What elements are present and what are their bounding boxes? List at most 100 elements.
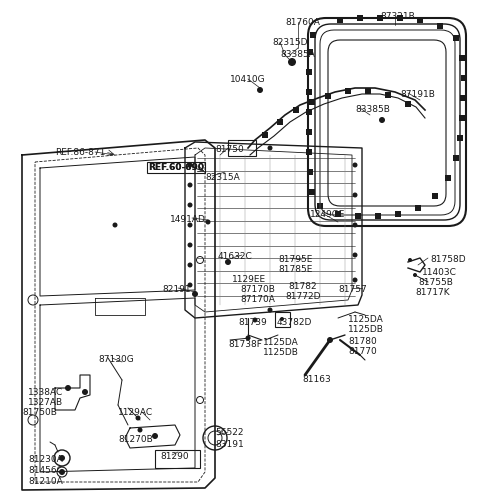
Circle shape — [352, 193, 358, 198]
Circle shape — [152, 433, 158, 439]
Text: 1249GE: 1249GE — [310, 210, 346, 219]
Text: 82191: 82191 — [162, 285, 191, 294]
Text: 1125DA: 1125DA — [263, 338, 299, 347]
Circle shape — [280, 317, 284, 321]
Circle shape — [352, 222, 358, 227]
Bar — [306, 69, 312, 75]
Text: 81758D: 81758D — [430, 255, 466, 264]
Bar — [325, 93, 331, 99]
Text: 81210A: 81210A — [28, 477, 63, 486]
Circle shape — [112, 222, 118, 227]
Text: 83385A: 83385A — [280, 50, 315, 59]
Circle shape — [267, 145, 273, 150]
Circle shape — [352, 253, 358, 258]
Text: REF.86-871: REF.86-871 — [55, 148, 106, 157]
Text: REF.60-690: REF.60-690 — [148, 163, 204, 172]
Text: 81270B: 81270B — [118, 435, 153, 444]
Bar — [155, 450, 200, 468]
Bar — [335, 211, 341, 217]
Bar — [395, 211, 401, 217]
Circle shape — [188, 162, 192, 167]
Text: 81750B: 81750B — [22, 408, 57, 417]
Bar — [457, 135, 463, 141]
Text: 87170B: 87170B — [240, 285, 275, 294]
Circle shape — [252, 317, 257, 322]
Text: 1125DB: 1125DB — [263, 348, 299, 357]
Bar — [385, 92, 391, 98]
Bar — [228, 140, 256, 156]
Circle shape — [188, 183, 192, 188]
Text: 82315D: 82315D — [272, 38, 308, 47]
Circle shape — [288, 58, 296, 66]
Text: 81750: 81750 — [215, 145, 244, 154]
Circle shape — [408, 258, 412, 262]
Text: 11403C: 11403C — [422, 268, 457, 277]
Text: 81755B: 81755B — [418, 278, 453, 287]
Bar — [432, 193, 438, 199]
Bar — [277, 119, 283, 125]
Bar — [307, 169, 313, 175]
Bar — [317, 203, 323, 209]
Text: 1327AB: 1327AB — [28, 398, 63, 407]
Bar — [357, 15, 363, 21]
Circle shape — [188, 242, 192, 247]
Text: 81795E: 81795E — [278, 255, 312, 264]
Text: REF.60-690: REF.60-690 — [148, 163, 204, 172]
Bar — [307, 49, 313, 55]
Text: 81757: 81757 — [338, 285, 367, 294]
Bar — [445, 175, 451, 181]
Bar — [306, 89, 312, 95]
Text: 81717K: 81717K — [415, 288, 450, 297]
Circle shape — [135, 415, 141, 421]
Bar — [365, 88, 371, 94]
Text: 81770: 81770 — [348, 347, 377, 356]
Circle shape — [188, 283, 192, 288]
Bar — [459, 115, 465, 121]
Text: 1338AC: 1338AC — [28, 388, 63, 397]
Circle shape — [188, 203, 192, 208]
Circle shape — [188, 222, 192, 227]
Circle shape — [137, 428, 143, 433]
Bar — [309, 189, 315, 195]
Bar — [453, 35, 459, 41]
Text: 1129AC: 1129AC — [118, 408, 153, 417]
Bar — [437, 23, 443, 29]
Bar — [460, 95, 466, 101]
Text: 43782D: 43782D — [277, 318, 312, 327]
Bar — [275, 312, 290, 327]
Text: 41632C: 41632C — [218, 252, 253, 261]
Bar — [293, 107, 299, 113]
Text: 81456C: 81456C — [28, 466, 63, 475]
Text: 81290: 81290 — [160, 452, 189, 461]
Bar — [306, 109, 312, 115]
Bar — [453, 155, 459, 161]
Circle shape — [413, 273, 417, 277]
Circle shape — [65, 385, 71, 391]
Bar — [262, 132, 268, 138]
Circle shape — [59, 455, 65, 461]
Text: 82315A: 82315A — [205, 173, 240, 182]
Bar — [377, 15, 383, 21]
Bar — [397, 15, 403, 21]
Bar — [306, 129, 312, 135]
Circle shape — [352, 278, 358, 283]
Circle shape — [188, 263, 192, 268]
Circle shape — [379, 117, 385, 123]
Bar — [309, 99, 315, 105]
Bar — [310, 32, 316, 38]
Circle shape — [82, 389, 88, 395]
Text: 81230A: 81230A — [28, 455, 63, 464]
Text: 83191: 83191 — [215, 440, 244, 449]
Circle shape — [225, 259, 231, 265]
Bar — [459, 55, 465, 61]
Circle shape — [267, 307, 273, 312]
Bar — [306, 149, 312, 155]
Circle shape — [327, 337, 333, 343]
Text: 83385B: 83385B — [355, 105, 390, 114]
Text: 81782: 81782 — [288, 282, 317, 291]
Bar — [405, 101, 411, 107]
Text: 1125DA: 1125DA — [348, 315, 384, 324]
Text: 81780: 81780 — [348, 337, 377, 346]
Text: 87130G: 87130G — [98, 355, 134, 364]
Bar — [355, 213, 361, 219]
